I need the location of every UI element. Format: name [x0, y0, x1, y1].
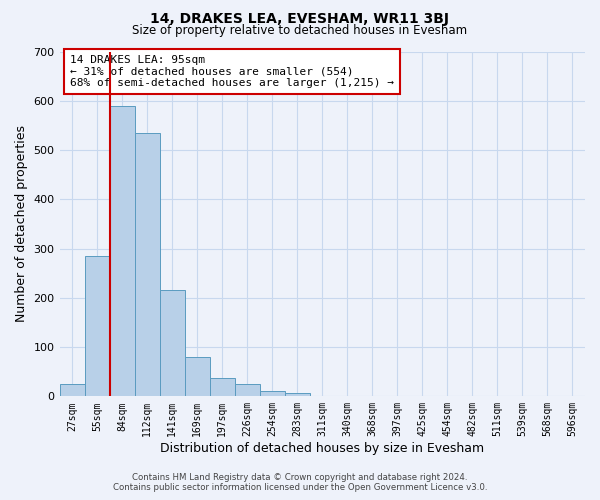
Bar: [85, 256, 110, 396]
Text: 14, DRAKES LEA, EVESHAM, WR11 3BJ: 14, DRAKES LEA, EVESHAM, WR11 3BJ: [151, 12, 449, 26]
Text: 14 DRAKES LEA: 95sqm
← 31% of detached houses are smaller (554)
68% of semi-deta: 14 DRAKES LEA: 95sqm ← 31% of detached h…: [70, 55, 394, 88]
Bar: [134, 133, 160, 396]
Bar: [110, 106, 134, 397]
Bar: [285, 393, 310, 396]
Bar: [59, 384, 85, 396]
Bar: [185, 357, 209, 397]
Text: Contains HM Land Registry data © Crown copyright and database right 2024.
Contai: Contains HM Land Registry data © Crown c…: [113, 473, 487, 492]
Text: Size of property relative to detached houses in Evesham: Size of property relative to detached ho…: [133, 24, 467, 37]
Bar: [235, 384, 260, 396]
Bar: [209, 378, 235, 396]
Y-axis label: Number of detached properties: Number of detached properties: [15, 126, 28, 322]
X-axis label: Distribution of detached houses by size in Evesham: Distribution of detached houses by size …: [160, 442, 484, 455]
Bar: [160, 290, 185, 397]
Bar: [260, 392, 285, 396]
